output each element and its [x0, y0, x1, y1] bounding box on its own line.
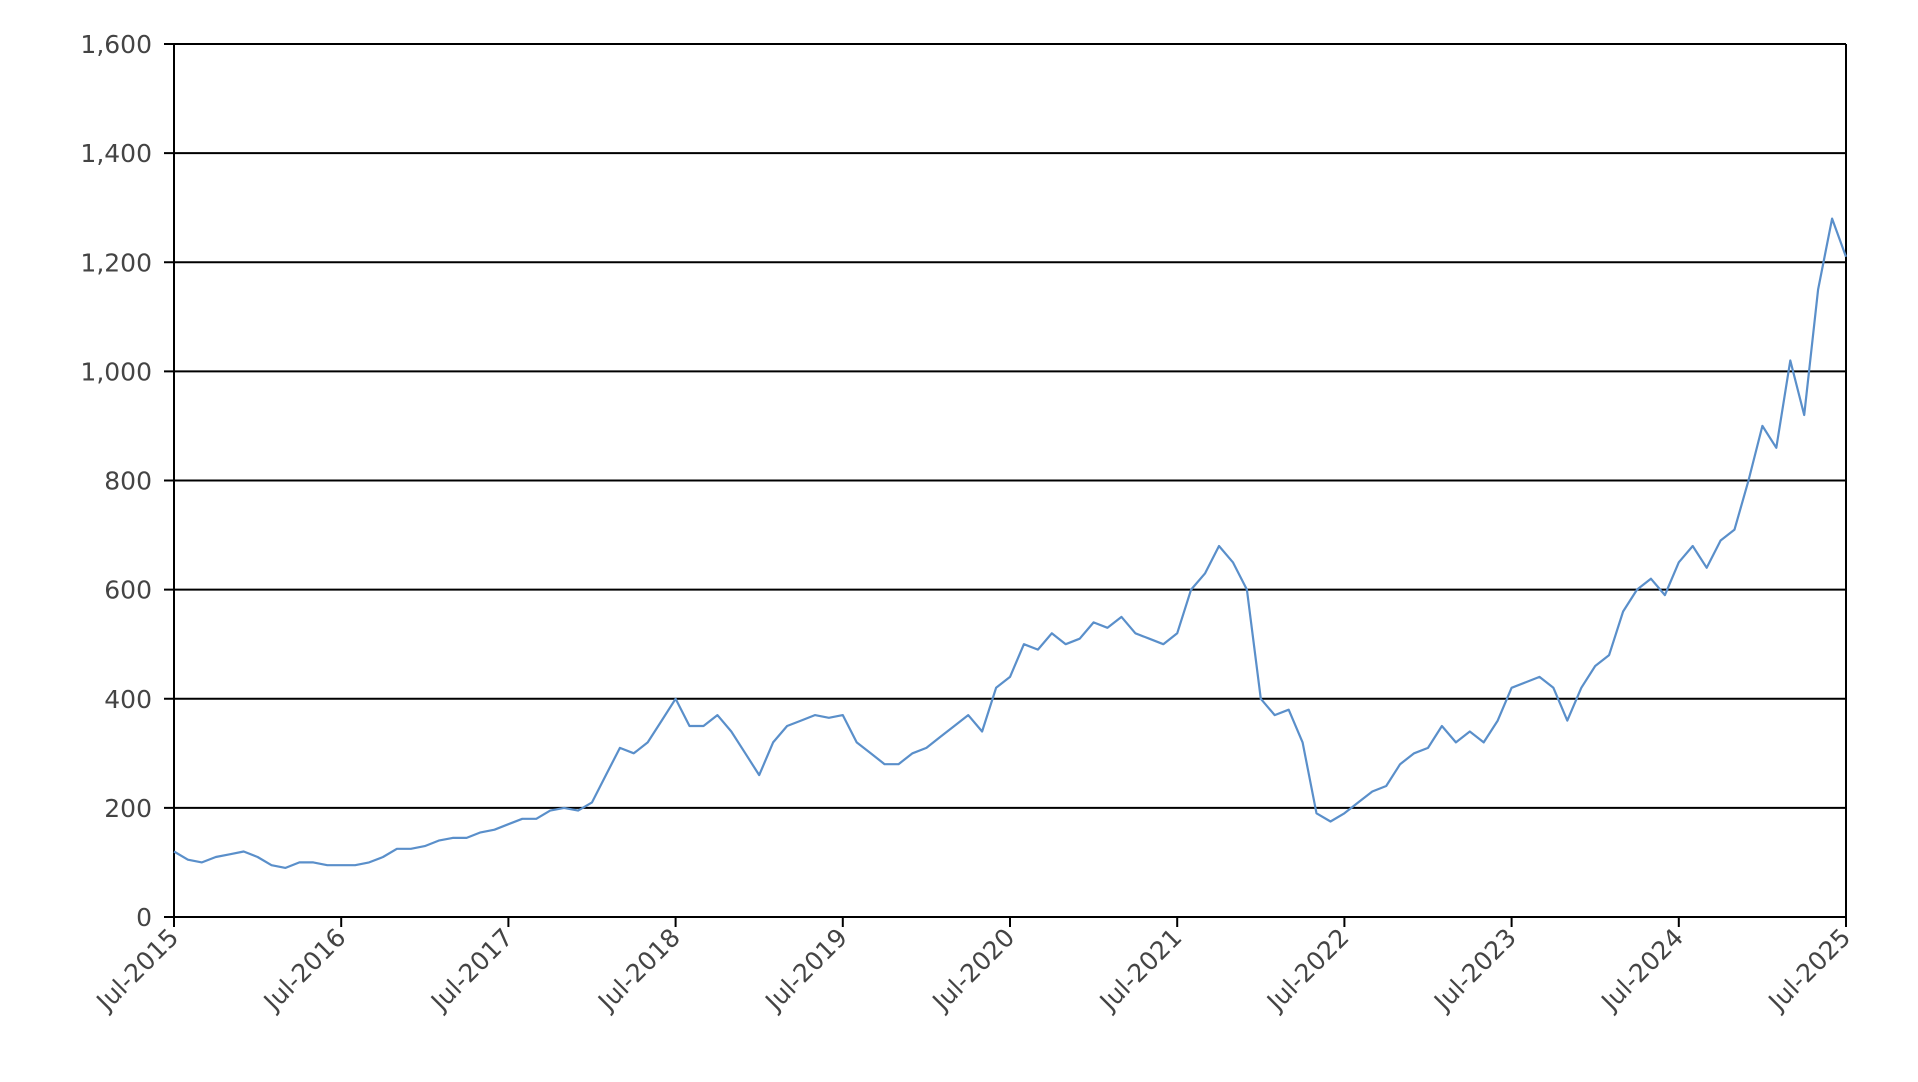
- y-tick-label: 0: [136, 903, 152, 932]
- y-tick-label: 1,600: [80, 30, 152, 59]
- y-tick-label: 1,400: [80, 139, 152, 168]
- x-tick-label: Jul-2025: [1762, 923, 1857, 1018]
- y-tick-label: 1,200: [80, 248, 152, 277]
- x-tick-label: Jul-2024: [1594, 923, 1689, 1018]
- x-tick-label: Jul-2019: [758, 923, 853, 1018]
- x-tick-label: Jul-2023: [1427, 923, 1522, 1018]
- x-tick-label: Jul-2020: [926, 923, 1021, 1018]
- x-tick-label: Jul-2017: [424, 923, 519, 1018]
- y-tick-label: 800: [104, 467, 152, 496]
- x-tick-label: Jul-2018: [591, 923, 686, 1018]
- x-tick-label: Jul-2016: [257, 923, 352, 1018]
- data-line: [173, 217, 1848, 869]
- x-tick-label: Jul-2021: [1093, 923, 1188, 1018]
- x-tick-label: Jul-2022: [1260, 923, 1355, 1018]
- x-tick-label: Jul-2015: [90, 923, 185, 1018]
- y-tick-label: 400: [104, 685, 152, 714]
- y-tick-label: 1,000: [80, 357, 152, 386]
- y-tick-label: 200: [104, 794, 152, 823]
- y-tick-label: 600: [104, 576, 152, 605]
